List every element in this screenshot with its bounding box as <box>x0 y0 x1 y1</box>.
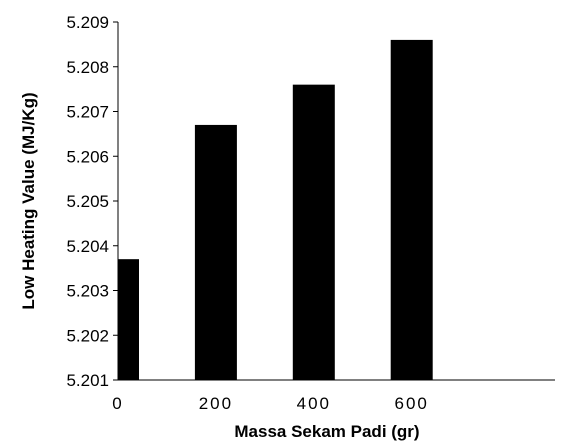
x-tick-label: 0 <box>112 394 123 413</box>
bar <box>292 84 335 381</box>
y-tick-label: 5.209 <box>66 13 109 32</box>
plot-area <box>118 39 433 381</box>
y-tick-label: 5.207 <box>66 103 109 122</box>
bar <box>194 124 237 380</box>
y-tick-label: 5.203 <box>66 282 109 301</box>
bar <box>118 259 139 380</box>
bar <box>390 39 433 381</box>
x-axis-title: Massa Sekam Padi (gr) <box>234 422 419 441</box>
y-tick-label: 5.204 <box>66 237 109 256</box>
y-tick-label: 5.202 <box>66 326 109 345</box>
y-axis-title: Low Heating Value (MJ/Kg) <box>19 92 38 309</box>
y-axis-ticks: 5.201 5.202 5.203 5.204 5.205 5.206 5.207 5.208… <box>66 13 118 390</box>
y-tick-label: 5.201 <box>66 371 109 390</box>
x-tick-label: 600 <box>395 394 429 413</box>
y-tick-label: 5.205 <box>66 192 109 211</box>
y-tick-label: 5.208 <box>66 58 109 77</box>
x-tick-label: 400 <box>297 394 331 413</box>
y-tick-label: 5.206 <box>66 147 109 166</box>
x-tick-label: 200 <box>199 394 233 413</box>
x-axis-ticks: 0 200 400 600 <box>112 394 429 413</box>
